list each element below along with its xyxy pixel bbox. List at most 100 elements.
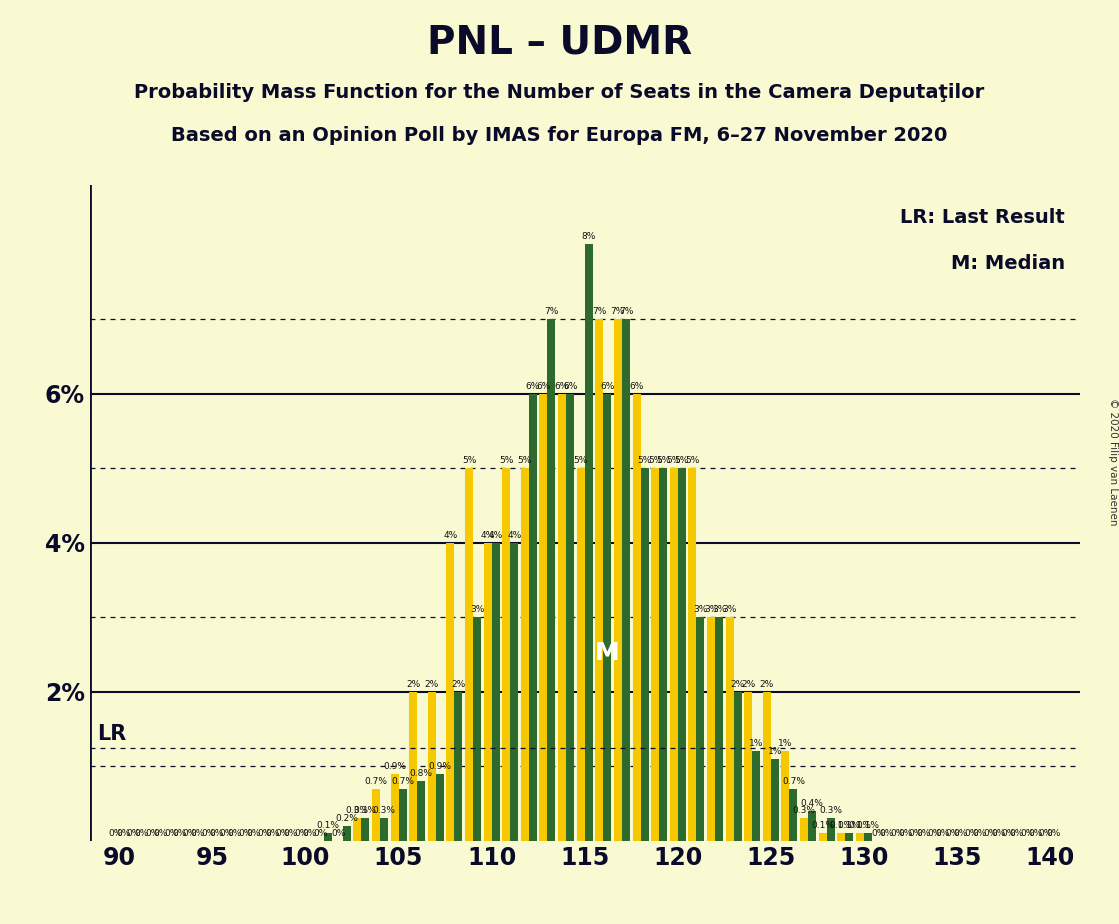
Text: 0%: 0%: [982, 829, 997, 838]
Text: 7%: 7%: [611, 307, 626, 316]
Bar: [800, 819, 808, 841]
Text: 0.8%: 0.8%: [410, 769, 433, 778]
Text: 0%: 0%: [946, 829, 960, 838]
Text: © 2020 Filip van Laenen: © 2020 Filip van Laenen: [1109, 398, 1118, 526]
Bar: [427, 692, 435, 841]
Text: 0.2%: 0.2%: [336, 814, 358, 823]
Bar: [576, 468, 584, 841]
Text: 0%: 0%: [872, 829, 886, 838]
Text: 0%: 0%: [219, 829, 234, 838]
Bar: [547, 319, 555, 841]
Bar: [558, 394, 566, 841]
Text: 5%: 5%: [685, 456, 699, 465]
Bar: [688, 468, 696, 841]
Bar: [614, 319, 622, 841]
Text: 0%: 0%: [283, 829, 298, 838]
Bar: [670, 468, 678, 841]
Text: 0%: 0%: [109, 829, 122, 838]
Bar: [473, 617, 481, 841]
Bar: [622, 319, 630, 841]
Bar: [696, 617, 704, 841]
Bar: [603, 394, 611, 841]
Bar: [789, 789, 798, 841]
Bar: [864, 833, 872, 841]
Text: 0%: 0%: [916, 829, 931, 838]
Bar: [763, 692, 771, 841]
Bar: [771, 759, 779, 841]
Bar: [632, 394, 640, 841]
Text: 2%: 2%: [406, 680, 421, 688]
Text: Probability Mass Function for the Number of Seats in the Camera Deputaţilor: Probability Mass Function for the Number…: [134, 83, 985, 103]
Text: 0%: 0%: [190, 829, 205, 838]
Text: 0%: 0%: [965, 829, 979, 838]
Text: 0%: 0%: [275, 829, 290, 838]
Text: 0%: 0%: [331, 829, 346, 838]
Text: 1%: 1%: [778, 739, 792, 748]
Text: 0%: 0%: [953, 829, 968, 838]
Bar: [391, 773, 398, 841]
Bar: [856, 833, 864, 841]
Bar: [845, 833, 854, 841]
Bar: [372, 789, 380, 841]
Text: 0%: 0%: [238, 829, 253, 838]
Text: 0%: 0%: [1021, 829, 1035, 838]
Text: 0.1%: 0.1%: [317, 821, 339, 831]
Text: 0%: 0%: [201, 829, 216, 838]
Bar: [707, 617, 715, 841]
Text: 3%: 3%: [693, 605, 707, 614]
Bar: [398, 789, 406, 841]
Text: 0%: 0%: [1038, 829, 1053, 838]
Bar: [808, 811, 816, 841]
Bar: [354, 819, 361, 841]
Bar: [827, 819, 835, 841]
Text: 0%: 0%: [145, 829, 160, 838]
Text: 0%: 0%: [880, 829, 894, 838]
Bar: [491, 542, 499, 841]
Text: 4%: 4%: [489, 530, 502, 540]
Text: 2%: 2%: [760, 680, 774, 688]
Bar: [744, 692, 752, 841]
Text: 0.1%: 0.1%: [811, 821, 834, 831]
Text: 0.1%: 0.1%: [830, 821, 853, 831]
Text: 0%: 0%: [890, 829, 904, 838]
Text: 2%: 2%: [424, 680, 439, 688]
Bar: [539, 394, 547, 841]
Text: 5%: 5%: [648, 456, 662, 465]
Text: 8%: 8%: [582, 233, 595, 241]
Text: 0.3%: 0.3%: [792, 807, 816, 816]
Bar: [781, 751, 789, 841]
Text: 0.3%: 0.3%: [373, 807, 395, 816]
Text: 5%: 5%: [667, 456, 681, 465]
Text: 3%: 3%: [470, 605, 485, 614]
Text: PNL – UDMR: PNL – UDMR: [427, 23, 692, 61]
Text: 0%: 0%: [935, 829, 950, 838]
Text: 2%: 2%: [451, 680, 466, 688]
Bar: [466, 468, 473, 841]
Text: 0.1%: 0.1%: [856, 821, 880, 831]
Bar: [410, 692, 417, 841]
Text: 0%: 0%: [991, 829, 1005, 838]
Text: 6%: 6%: [536, 382, 551, 391]
Text: 4%: 4%: [443, 530, 458, 540]
Text: 4%: 4%: [480, 530, 495, 540]
Text: 0%: 0%: [1028, 829, 1043, 838]
Text: 0.3%: 0.3%: [354, 807, 377, 816]
Text: 0%: 0%: [294, 829, 309, 838]
Text: 0%: 0%: [1009, 829, 1024, 838]
Text: 3%: 3%: [712, 605, 726, 614]
Text: 0%: 0%: [182, 829, 197, 838]
Text: 0.9%: 0.9%: [429, 761, 451, 771]
Text: 0.1%: 0.1%: [838, 821, 861, 831]
Text: 0%: 0%: [302, 829, 317, 838]
Text: 0%: 0%: [265, 829, 280, 838]
Bar: [342, 826, 350, 841]
Bar: [566, 394, 574, 841]
Text: 1%: 1%: [749, 739, 763, 748]
Text: 1%: 1%: [768, 747, 782, 756]
Text: 0%: 0%: [134, 829, 149, 838]
Text: 6%: 6%: [629, 382, 643, 391]
Bar: [584, 245, 593, 841]
Bar: [361, 819, 369, 841]
Bar: [380, 819, 388, 841]
Text: 0%: 0%: [1002, 829, 1016, 838]
